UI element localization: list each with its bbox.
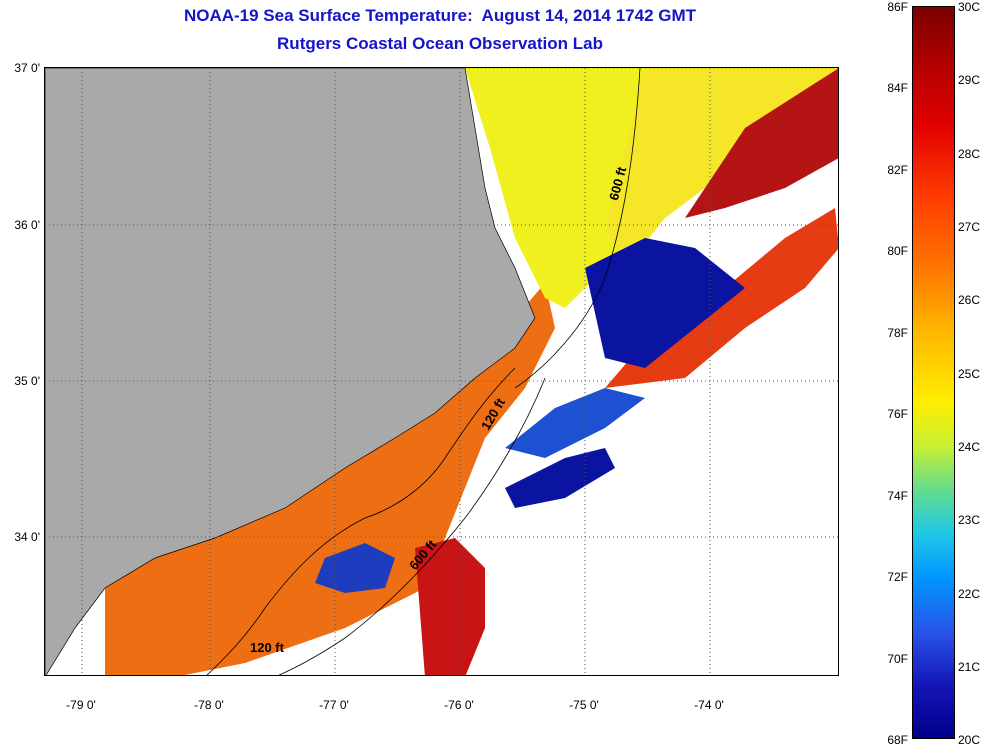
lon-label-75: -75 0': [569, 698, 599, 712]
colorbar-f-label: 72F: [887, 570, 908, 584]
lat-label-36: 36 0': [14, 218, 40, 232]
colorbar-c-label: 22C: [958, 587, 981, 601]
land-mass: [45, 68, 536, 675]
colorbar-c-label: 26C: [958, 293, 981, 307]
colorbar-f-label: 70F: [887, 652, 908, 666]
cool-water-patch-north: [585, 238, 745, 368]
lon-label-76: -76 0': [444, 698, 474, 712]
lat-label-35: 35 0': [14, 374, 40, 388]
contour-label-120ft-south: 120 ft: [250, 640, 284, 655]
colorbar-f-label: 74F: [887, 489, 908, 503]
colorbar-c-label: 30C: [958, 0, 981, 14]
contour-600ft-north: [514, 68, 641, 389]
lon-label-77: -77 0': [319, 698, 349, 712]
colorbar-c-label: 20C: [958, 733, 981, 747]
colorbar-f-label: 76F: [887, 407, 908, 421]
colorbar-f-label: 80F: [887, 244, 908, 258]
gulf-stream-south: [415, 538, 485, 675]
lon-label-79: -79 0': [66, 698, 96, 712]
colorbar-c-label: 23C: [958, 513, 981, 527]
cool-water-patch-mid: [505, 388, 645, 458]
lon-label-74: -74 0': [694, 698, 724, 712]
colorbar-c-label: 25C: [958, 367, 981, 381]
map-title: NOAA-19 Sea Surface Temperature: August …: [183, 6, 697, 25]
colorbar-c-label: 27C: [958, 220, 981, 234]
temperature-colorbar: [912, 6, 955, 739]
colorbar-f-label: 68F: [887, 733, 908, 747]
colorbar-c-label: 29C: [958, 73, 981, 87]
colorbar-c-label: 21C: [958, 660, 981, 674]
map-subtitle: Rutgers Coastal Ocean Observation Lab: [277, 34, 603, 53]
lon-label-78: -78 0': [194, 698, 224, 712]
cool-water-patch-south: [505, 448, 615, 508]
colorbar-f-label: 86F: [887, 0, 908, 14]
nearshore-yellow-water: [465, 68, 645, 308]
colorbar-c-label: 24C: [958, 440, 981, 454]
lat-label-34: 34 0': [14, 530, 40, 544]
contour-600ft-south: [278, 377, 546, 675]
contour-120ft: [206, 367, 516, 675]
colorbar-f-label: 78F: [887, 326, 908, 340]
sst-map: [44, 67, 839, 676]
colorbar-f-label: 84F: [887, 81, 908, 95]
colorbar-f-label: 82F: [887, 163, 908, 177]
colorbar-c-label: 28C: [958, 147, 981, 161]
gulf-stream-core: [685, 68, 838, 218]
lat-label-37: 37 0': [14, 61, 40, 75]
shelf-water-orange: [105, 283, 555, 675]
